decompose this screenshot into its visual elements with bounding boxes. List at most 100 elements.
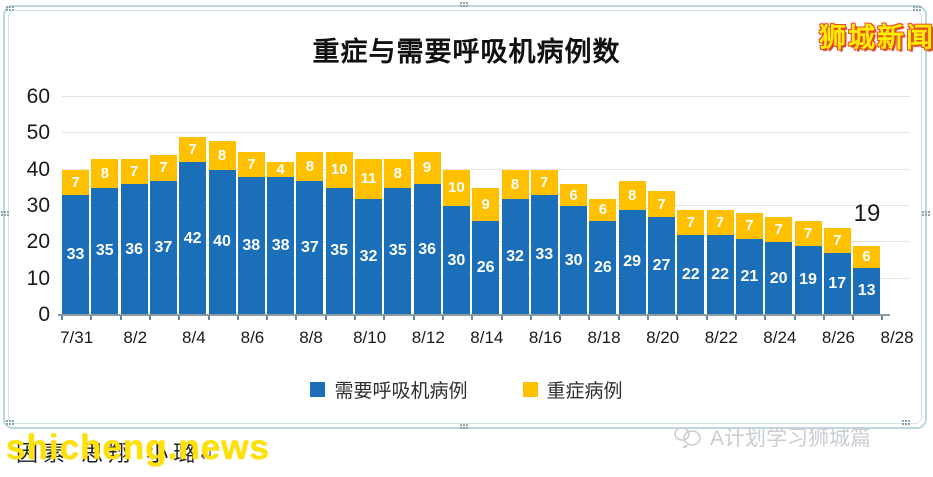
- brand-watermark: 狮城新闻: [819, 23, 933, 53]
- axis-tick: [559, 316, 562, 320]
- bar-value-label: 8: [628, 186, 637, 204]
- x-axis-label: 8/24: [763, 328, 797, 347]
- axis-tick: [207, 316, 210, 320]
- bar-value-label: 7: [686, 213, 695, 231]
- bar-column: 6 30: [560, 184, 588, 315]
- axis-tick: [266, 316, 269, 320]
- site-watermark: shicheng.news: [6, 428, 270, 467]
- axis-tick: [852, 316, 855, 320]
- bar-value-label: 10: [330, 161, 348, 179]
- bar-segment-ventilator: 38: [267, 176, 295, 315]
- x-axis-label: 7/31: [60, 328, 94, 347]
- bar-segment-ventilator: 32: [355, 198, 382, 315]
- chart-area: 重症与需要呼吸机病例数 狮城新闻 0 10 20 30 40 50 60 7 33 8 35 7 36…: [26, 23, 933, 403]
- bar-value-label: 7: [803, 224, 813, 242]
- bar-column: 8 29: [618, 180, 646, 315]
- bar-column: 8 35: [384, 158, 412, 315]
- bar-segment-ventilator: 29: [618, 209, 646, 315]
- x-axis-label: 8/26: [821, 328, 855, 347]
- bar-segment-severe: 8: [384, 158, 412, 188]
- bar-column: 10 35: [325, 151, 353, 316]
- bar-column: 8 32: [501, 169, 529, 315]
- axis-tick: [588, 316, 591, 320]
- legend-item: 重症病例: [522, 376, 623, 403]
- resize-handle-bottom-middle[interactable]: [460, 424, 462, 426]
- bar-segment-ventilator: 26: [589, 220, 617, 315]
- axis-tick: [500, 316, 503, 320]
- bar-value-label: 8: [305, 157, 315, 175]
- resize-handle-bottom-left[interactable]: [6, 420, 8, 422]
- bar-column: 7 33: [530, 169, 558, 315]
- resize-handle-top-middle[interactable]: [460, 2, 462, 4]
- bar-segment-severe: 4: [267, 162, 295, 177]
- bar-segment-ventilator: 22: [706, 235, 734, 315]
- axis-tick: [676, 316, 679, 320]
- resize-handle-top-right[interactable]: [913, 6, 915, 8]
- axis-tick: [61, 316, 63, 320]
- selected-image-frame[interactable]: [3, 5, 927, 429]
- bar-segment-ventilator: 27: [648, 216, 675, 315]
- axis-tick: [647, 316, 649, 320]
- bar-value-label: 7: [745, 217, 754, 235]
- bar-segment-severe: 8: [296, 151, 324, 181]
- axis-tick: [793, 316, 796, 320]
- bar-column: 9 26: [472, 187, 500, 315]
- resize-handle-middle-left[interactable]: [1, 211, 3, 213]
- bar-segment-ventilator: 20: [765, 242, 793, 315]
- bar-value-label: 21: [740, 267, 759, 285]
- bar-segment-ventilator: 30: [560, 206, 588, 315]
- account-watermark: A计划学习狮城篇: [673, 422, 871, 452]
- axis-tick: [881, 316, 884, 320]
- bar-segment-ventilator: 33: [62, 195, 89, 315]
- account-watermark-label: A计划学习狮城篇: [709, 427, 871, 450]
- bar-segment-severe: 8: [91, 158, 119, 188]
- axis-tick: [412, 316, 415, 320]
- bar-value-label: 37: [154, 238, 173, 256]
- legend-swatch: [310, 382, 326, 397]
- bar-value-label: 7: [715, 213, 725, 231]
- bar-value-label: 7: [71, 173, 80, 191]
- y-axis-label: 10: [26, 266, 50, 290]
- axis-tick: [148, 316, 151, 320]
- resize-handle-top-left[interactable]: [6, 6, 8, 8]
- caption-label: 因素 思翔 小璐: [16, 441, 201, 466]
- bar-value-label: 13: [857, 282, 876, 300]
- bar-column: 7 37: [149, 155, 177, 315]
- bar-segment-severe: 8: [618, 180, 646, 210]
- bar-segment-ventilator: 35: [384, 187, 412, 315]
- bar-segment-ventilator: 33: [530, 195, 558, 315]
- resize-handle-middle-right[interactable]: [922, 211, 924, 213]
- bar-segment-severe: 10: [325, 151, 353, 188]
- bar-value-label: 30: [564, 251, 583, 269]
- gridline: [62, 96, 910, 97]
- axis-tick: [441, 316, 444, 320]
- bar-value-label: 7: [774, 221, 783, 239]
- bar-value-label: 36: [125, 240, 143, 258]
- y-axis-label: 50: [26, 121, 50, 145]
- bar-column: 8 37: [296, 151, 324, 316]
- bar-segment-ventilator: 40: [208, 169, 236, 315]
- x-axis-label: 8/18: [587, 328, 621, 347]
- axis-tick: [617, 316, 620, 320]
- legend-swatch: [522, 382, 538, 397]
- x-axis-label: 8/22: [704, 328, 738, 347]
- bar-column: 7 27: [648, 191, 675, 315]
- bar-value-label: 20: [769, 269, 788, 287]
- bar-column: 8 35: [91, 158, 119, 315]
- bar-value-label: 7: [657, 195, 666, 213]
- bar-column: 7 22: [706, 209, 734, 315]
- bar-value-label: 26: [593, 258, 612, 276]
- bar-value-label: 32: [506, 247, 524, 265]
- bar-segment-severe: 7: [530, 169, 558, 196]
- chart-title: 重症与需要呼吸机病例数: [312, 37, 621, 67]
- axis-tick: [822, 316, 825, 320]
- bar-value-label: 19: [799, 271, 817, 289]
- bar-value-label: 38: [271, 236, 290, 254]
- bar-column: 7 36: [120, 158, 148, 315]
- bar-segment-ventilator: 19: [794, 245, 822, 315]
- resize-handle-bottom-right[interactable]: [902, 420, 904, 422]
- bar-value-label: 36: [418, 240, 436, 258]
- x-axis-label: 8/20: [646, 328, 680, 347]
- axis-tick: [705, 316, 708, 320]
- axis-tick: [236, 316, 239, 320]
